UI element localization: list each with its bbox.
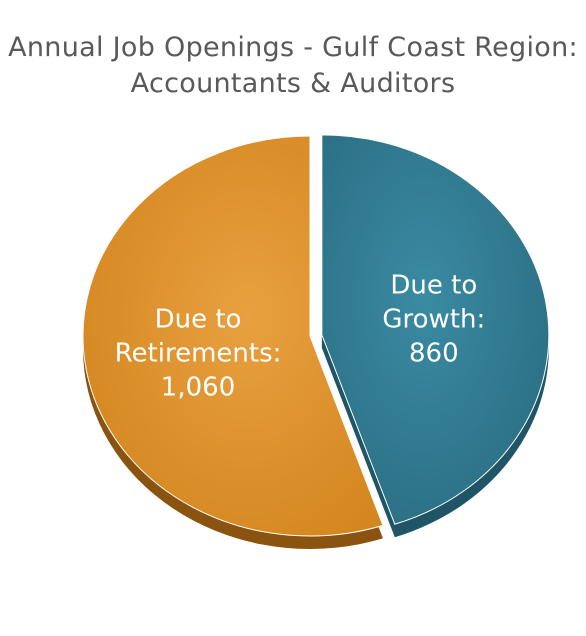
chart-title: Annual Job Openings - Gulf Coast Region:…	[0, 30, 586, 102]
pie-label-layer: Due to Growth: 860 Due to Retirements: 1,060	[115, 271, 486, 403]
pie-slice-label-1-line-1: Retirements:	[115, 338, 282, 368]
pie-slice-label-1-line-2: 1,060	[161, 372, 235, 402]
pie-top-layer	[82, 134, 550, 537]
pie-slice-label-0-line-0: Due to	[390, 271, 477, 301]
pie-slice-label-1-line-0: Due to	[155, 304, 242, 334]
pie-slice-label-0-line-1: Growth:	[382, 305, 485, 335]
pie-slice-0	[321, 134, 550, 525]
pie-slice-label-0: Due to Growth: 860	[382, 271, 485, 369]
chart-title-line-2: Accountants & Auditors	[130, 68, 456, 99]
pie-slice-1	[82, 135, 384, 537]
pie-slice-label-0-line-2: 860	[409, 339, 459, 369]
chart-title-line-1: Annual Job Openings - Gulf Coast Region:	[8, 32, 578, 63]
pie-slice-label-1: Due to Retirements: 1,060	[115, 304, 282, 402]
